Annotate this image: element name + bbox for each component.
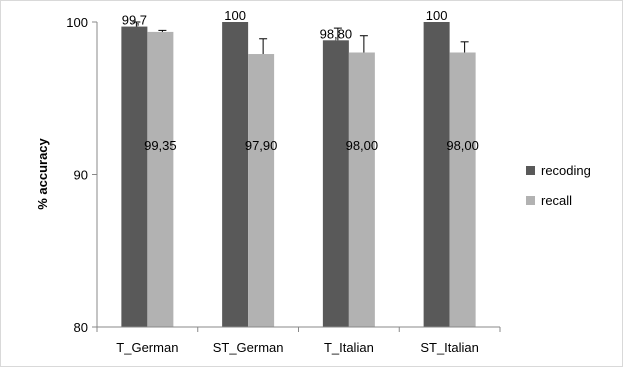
legend-swatch-recoding	[526, 166, 535, 175]
data-label-recall: 98,00	[346, 138, 379, 153]
y-axis-title: % accuracy	[35, 137, 50, 209]
data-label-recoding: 99,7	[122, 13, 147, 28]
bar-recoding	[121, 26, 148, 327]
legend-swatch-recall	[526, 196, 535, 205]
legend: recoding recall	[526, 163, 591, 208]
data-label-recoding: 100	[426, 8, 448, 23]
legend-label-recall: recall	[541, 193, 572, 208]
data-label-recall: 99,35	[144, 138, 177, 153]
axes-layer: 80 90 100	[66, 15, 501, 335]
bar-recall	[248, 54, 275, 328]
x-tick-label: ST_German	[213, 340, 284, 355]
y-tick-label: 90	[74, 168, 88, 183]
x-tick-label: ST_Italian	[420, 340, 479, 355]
data-label-recall: 97,90	[245, 138, 278, 153]
y-tick-label: 100	[66, 15, 88, 30]
legend-label-recoding: recoding	[541, 163, 591, 178]
bar-recall	[348, 52, 375, 327]
bar-recoding	[222, 22, 249, 327]
y-tick-label: 80	[74, 320, 88, 335]
bars-layer	[121, 21, 476, 328]
labels-layer: T_German 99,7 99,35 ST_German 100 97,90 T_Ital…	[116, 8, 479, 355]
data-label-recoding: 100	[224, 8, 246, 23]
bar-recall	[449, 52, 476, 327]
x-tick-label: T_Italian	[324, 340, 374, 355]
x-tick-label: T_German	[116, 340, 178, 355]
bar-recoding	[322, 40, 349, 328]
bar-recall	[147, 31, 174, 327]
data-label-recall: 98,00	[446, 138, 479, 153]
bar-recoding	[423, 22, 450, 327]
data-label-recoding: 98,80	[320, 26, 353, 41]
